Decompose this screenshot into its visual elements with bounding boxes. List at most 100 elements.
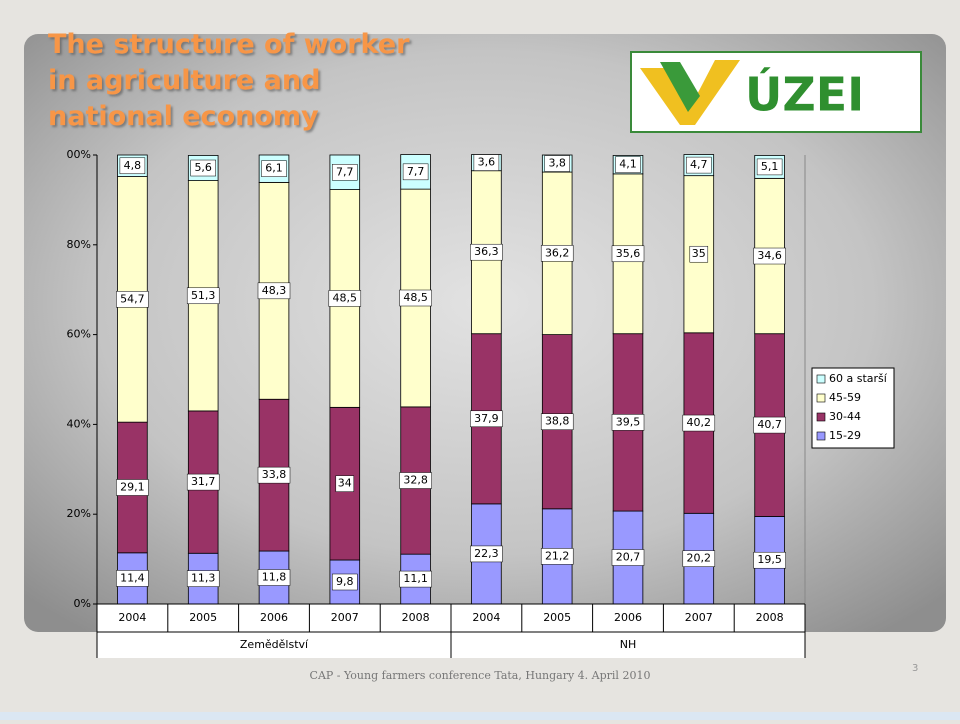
data-label-bg bbox=[257, 466, 291, 484]
y-tick-label: 60% bbox=[67, 328, 91, 341]
data-label: 4,1 bbox=[619, 158, 637, 171]
data-label: 4,8 bbox=[124, 159, 142, 172]
data-label-bg bbox=[540, 413, 574, 430]
data-label-bg bbox=[186, 287, 220, 305]
data-label: 29,1 bbox=[120, 480, 145, 493]
data-label: 32,8 bbox=[403, 474, 428, 487]
data-label: 3,6 bbox=[478, 156, 496, 169]
data-label: 11,1 bbox=[403, 572, 428, 585]
data-label-bg bbox=[611, 549, 645, 566]
data-label: 22,3 bbox=[474, 547, 499, 560]
data-label-bg bbox=[540, 548, 574, 565]
data-label: 5,6 bbox=[194, 161, 212, 174]
data-label: 40,7 bbox=[757, 418, 782, 431]
data-label-bg bbox=[186, 473, 220, 491]
logo-mark bbox=[640, 60, 740, 125]
legend-label: 60 a starší bbox=[829, 372, 888, 385]
data-label-bg bbox=[116, 479, 149, 496]
data-label-bg bbox=[615, 156, 641, 173]
data-label: 11,3 bbox=[191, 572, 216, 585]
data-label-bg bbox=[540, 245, 574, 262]
data-label: 39,5 bbox=[616, 415, 641, 428]
data-label-bg bbox=[190, 159, 216, 177]
logo-mark bbox=[660, 62, 700, 112]
data-label-bg bbox=[402, 163, 429, 181]
data-label-bg bbox=[682, 414, 716, 432]
legend-swatch bbox=[816, 431, 826, 441]
data-label-bg bbox=[399, 570, 432, 588]
data-label-bg bbox=[119, 157, 146, 175]
x-tick-label: 2008 bbox=[756, 611, 784, 624]
data-label-bg bbox=[186, 570, 220, 587]
data-label: 20,7 bbox=[616, 551, 641, 564]
y-tick-label: 20% bbox=[67, 507, 91, 520]
data-label: 7,7 bbox=[336, 165, 354, 178]
group-label: Zemědělství bbox=[240, 638, 309, 651]
data-label-bg bbox=[611, 245, 645, 263]
x-tick-label: 2007 bbox=[685, 611, 713, 624]
legend-label: 15-29 bbox=[829, 429, 861, 442]
data-label: 11,4 bbox=[120, 571, 145, 584]
data-label: 33,8 bbox=[262, 468, 287, 481]
x-tick-label: 2006 bbox=[614, 611, 642, 624]
data-label: 36,2 bbox=[545, 246, 570, 259]
legend-swatch bbox=[816, 374, 826, 384]
data-label: 40,2 bbox=[687, 416, 712, 429]
data-label-bg bbox=[611, 414, 645, 431]
data-label: 19,5 bbox=[757, 553, 782, 566]
data-label-bg bbox=[257, 569, 291, 586]
data-label: 34 bbox=[338, 477, 352, 490]
data-label-bg bbox=[335, 475, 355, 492]
data-label: 31,7 bbox=[191, 475, 216, 488]
data-label-bg bbox=[116, 291, 149, 308]
data-label: 5,1 bbox=[761, 160, 779, 173]
legend-swatch bbox=[816, 412, 826, 422]
data-label-bg bbox=[470, 410, 503, 428]
data-label: 7,7 bbox=[407, 165, 425, 178]
x-tick-label: 2007 bbox=[331, 611, 359, 624]
data-label: 6,1 bbox=[265, 162, 283, 175]
data-label-bg bbox=[473, 154, 500, 171]
data-label: 11,8 bbox=[262, 571, 287, 584]
data-label: 3,8 bbox=[548, 157, 566, 170]
data-label: 35 bbox=[692, 247, 706, 260]
data-label-bg bbox=[261, 160, 287, 177]
footer: CAP - Young farmers conference Tata, Hun… bbox=[310, 669, 651, 682]
chart-title: The structure of worker in agriculture an… bbox=[48, 29, 410, 132]
data-label-bg bbox=[332, 573, 358, 591]
x-tick-label: 2005 bbox=[543, 611, 571, 624]
data-label: 4,7 bbox=[690, 158, 708, 171]
bottom-bar bbox=[0, 712, 960, 720]
data-label: 20,2 bbox=[687, 552, 712, 565]
data-label: 48,5 bbox=[333, 291, 358, 304]
group-label: NH bbox=[620, 638, 637, 651]
data-label: 48,5 bbox=[403, 291, 428, 304]
data-label: 36,3 bbox=[474, 245, 499, 258]
data-label-bg bbox=[399, 472, 432, 489]
data-label-bg bbox=[753, 551, 786, 569]
data-label-bg bbox=[686, 156, 712, 174]
data-label-bg bbox=[689, 245, 709, 263]
data-label-bg bbox=[399, 289, 432, 307]
legend-label: 45-59 bbox=[829, 391, 861, 404]
x-tick-label: 2008 bbox=[402, 611, 430, 624]
data-label: 38,8 bbox=[545, 415, 570, 428]
data-label-bg bbox=[470, 545, 503, 563]
data-label-bg bbox=[332, 164, 358, 181]
legend-swatch bbox=[816, 393, 826, 403]
y-tick-label: 0% bbox=[74, 597, 91, 610]
data-label-bg bbox=[470, 243, 503, 261]
data-label-bg bbox=[753, 416, 786, 434]
data-label: 37,9 bbox=[474, 412, 499, 425]
data-label-bg bbox=[756, 158, 783, 176]
data-label-bg bbox=[544, 155, 570, 172]
slide-number: 3 bbox=[912, 663, 918, 674]
data-label: 35,6 bbox=[616, 247, 641, 260]
data-label: 21,2 bbox=[545, 549, 570, 562]
data-label-bg bbox=[753, 247, 786, 265]
y-tick-label: 40% bbox=[67, 417, 91, 430]
data-label: 9,8 bbox=[336, 575, 354, 588]
data-label-bg bbox=[328, 290, 362, 307]
y-tick-label: 00% bbox=[67, 148, 91, 161]
